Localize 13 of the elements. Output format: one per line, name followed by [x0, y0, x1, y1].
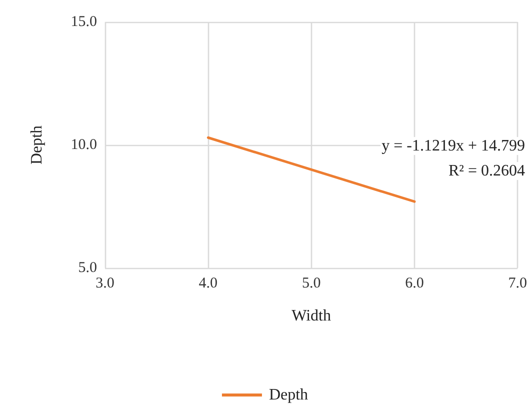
- annotation: y = -1.1219x + 14.799: [382, 138, 525, 154]
- y-tick-label: 15.0: [70, 14, 97, 30]
- x-axis-title: Width: [292, 308, 331, 324]
- x-tick-label: 6.0: [405, 276, 424, 292]
- y-axis-title: Depth: [28, 125, 46, 165]
- x-tick-label: 7.0: [508, 276, 527, 292]
- y-tick-label: 10.0: [70, 137, 97, 153]
- x-tick-label: 4.0: [198, 276, 218, 292]
- y-tick-label: 5.0: [78, 260, 97, 276]
- annotation: R² = 0.2604: [448, 162, 525, 180]
- x-tick-label: 3.0: [96, 276, 114, 292]
- x-tick-label: 5.0: [302, 276, 321, 292]
- legend-label: Depth: [268, 386, 308, 404]
